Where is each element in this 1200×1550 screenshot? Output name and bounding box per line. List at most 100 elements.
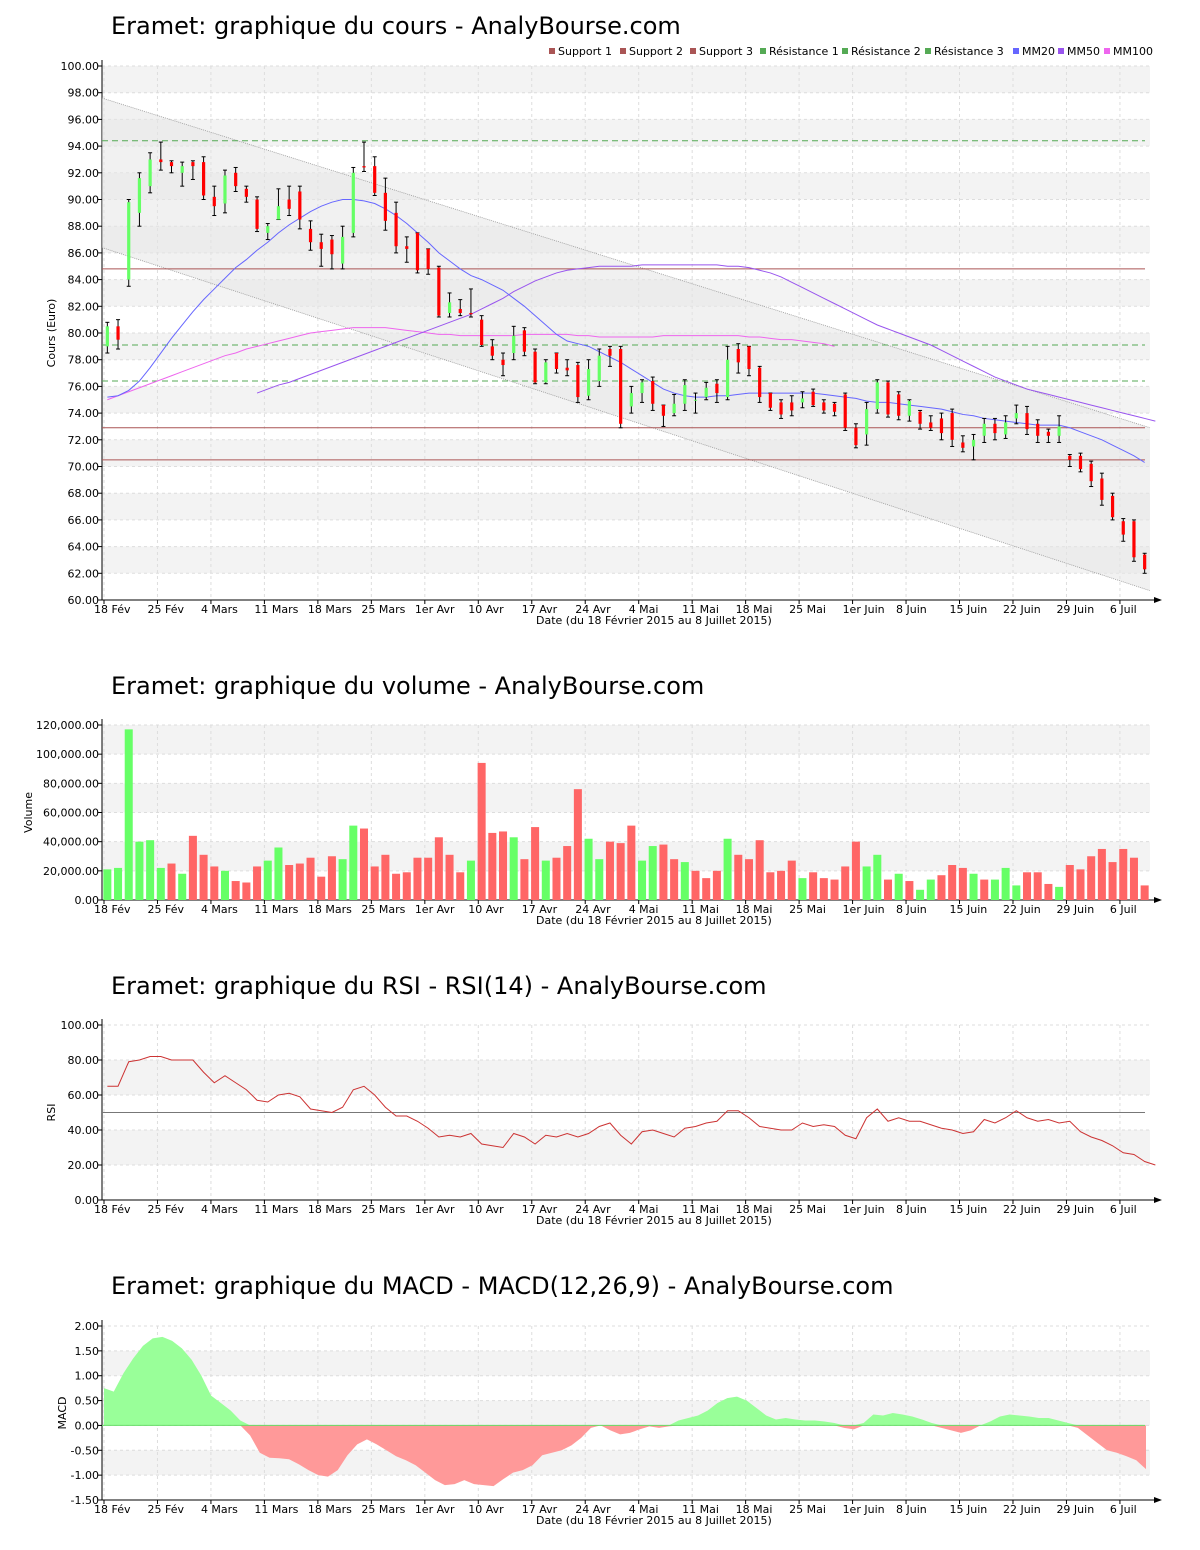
- macd-xtick-label: 29 Juin: [1056, 1503, 1094, 1516]
- volume-bar: [1129, 857, 1138, 900]
- macd-xtick-label: 25 Mai: [789, 1503, 826, 1516]
- volume-bar: [295, 863, 304, 900]
- candle-body: [287, 199, 291, 209]
- volume-ytick-label: 60,000.00: [43, 807, 99, 820]
- volume-bar: [712, 870, 721, 900]
- macd-xtick-label: 24 Avr: [575, 1503, 611, 1516]
- legend-label: MM50: [1067, 45, 1100, 58]
- volume-bar: [948, 865, 957, 900]
- volume-bar: [702, 878, 711, 900]
- volume-bar: [1097, 848, 1106, 900]
- candle-body: [234, 172, 238, 187]
- rsi-chart-plot: 0.00 20.00 40.00 60.00 80.00 100.00 18 Fév 25 F…: [45, 1019, 1162, 1227]
- candle-body: [693, 399, 698, 401]
- macd-band: [102, 1350, 1150, 1376]
- volume-bar: [926, 879, 935, 900]
- volume-bar: [659, 844, 668, 900]
- rsi-xtick-label: 8 Juin: [896, 1203, 927, 1216]
- price-band: [102, 66, 1150, 93]
- volume-bar: [873, 854, 882, 900]
- candle-body: [351, 172, 355, 233]
- candle-body: [811, 391, 815, 406]
- candle-body: [159, 159, 163, 163]
- volume-bar: [1023, 872, 1032, 900]
- legend-swatch: [1013, 48, 1019, 54]
- macd-xtick-label: 18 Mai: [736, 1503, 773, 1516]
- candle-body: [576, 365, 580, 398]
- volume-xtick-label: 11 Mai: [682, 903, 719, 916]
- legend-swatch: [925, 48, 931, 54]
- price-ytick-label: 88.00: [68, 220, 100, 233]
- candle-body: [586, 369, 591, 396]
- mm50-line: [256, 264, 1156, 422]
- macd-xtick-label: 1er Juin: [843, 1503, 885, 1516]
- volume-xtick-label: 10 Avr: [468, 903, 504, 916]
- price-ytick-label: 74.00: [68, 407, 100, 420]
- volume-bar: [220, 870, 229, 900]
- candle-body: [918, 411, 922, 424]
- volume-bar: [670, 859, 679, 900]
- candle-body: [1132, 521, 1136, 558]
- candle-body: [993, 423, 997, 434]
- volume-bar: [980, 879, 989, 900]
- legend-swatch: [760, 48, 766, 54]
- candle-body: [725, 359, 730, 398]
- macd-ytick-label: -1.00: [71, 1469, 99, 1482]
- volume-bar: [231, 881, 240, 900]
- candle-body: [929, 422, 933, 428]
- rsi-xtick-label: 18 Mars: [308, 1203, 352, 1216]
- volume-bar: [777, 870, 786, 900]
- volume-bar: [1012, 885, 1021, 900]
- volume-ytick-label: 20,000.00: [43, 865, 99, 878]
- candle-body: [469, 312, 473, 315]
- price-xtick-label: 1er Juin: [843, 603, 885, 616]
- candle-body: [843, 394, 847, 428]
- candle-body: [1100, 478, 1104, 500]
- macd-ytick-label: 2.00: [75, 1320, 100, 1333]
- price-xtick-label: 22 Juin: [1003, 603, 1041, 616]
- price-band: [102, 119, 1150, 147]
- volume-bar: [744, 859, 753, 900]
- price-xtick-label: 25 Mars: [361, 603, 405, 616]
- candle-body: [319, 242, 323, 249]
- rsi-chart-title: Eramet: graphique du RSI - RSI(14) - Ana…: [111, 972, 767, 1000]
- candle-body: [907, 401, 911, 416]
- candle-body: [480, 319, 484, 346]
- rsi-xtick-label: 29 Juin: [1056, 1203, 1094, 1216]
- volume-bar: [916, 889, 925, 900]
- macd-xtick-label: 1er Avr: [415, 1503, 455, 1516]
- price-ytick-label: 96.00: [68, 113, 100, 126]
- rsi-xtick-label: 1er Juin: [843, 1203, 885, 1216]
- rsi-ytick-label: 100.00: [61, 1019, 100, 1032]
- macd-xtick-label: 10 Avr: [468, 1503, 504, 1516]
- volume-xtick-label: 29 Juin: [1056, 903, 1094, 916]
- rsi-xtick-label: 24 Avr: [575, 1203, 611, 1216]
- macd-xtick-label: 8 Juin: [896, 1503, 927, 1516]
- price-xtick-label: 4 Mai: [629, 603, 659, 616]
- price-ytick-label: 76.00: [68, 380, 100, 393]
- volume-x-arrow: [1154, 897, 1162, 903]
- volume-chart-plot: 0.00 20,000.00 40,000.00 60,000.00 80,000.00…: [22, 719, 1162, 927]
- price-xtick-label: 17 Avr: [522, 603, 558, 616]
- macd-ytick-label: -1.50: [71, 1494, 99, 1507]
- candle-body: [608, 349, 612, 356]
- legend-label: Résistance 3: [934, 45, 1004, 58]
- legend-label: Support 2: [629, 45, 683, 58]
- volume-bar: [584, 838, 593, 900]
- macd-positive-area: [104, 1336, 1146, 1426]
- price-xtick-label: 11 Mars: [254, 603, 298, 616]
- macd-ytick-label: 1.00: [75, 1370, 100, 1383]
- price-xtick-label: 4 Mars: [201, 603, 238, 616]
- candle-body: [704, 387, 708, 398]
- price-xtick-label: 18 Mai: [736, 603, 773, 616]
- volume-bar: [466, 860, 475, 900]
- volume-bar: [937, 875, 946, 900]
- candle-body: [266, 226, 270, 233]
- volume-band: [102, 783, 1150, 813]
- volume-ytick-label: 80,000.00: [43, 777, 99, 790]
- rsi-ytick-label: 40.00: [68, 1124, 100, 1137]
- price-ytick-label: 86.00: [68, 247, 100, 260]
- legend-label: Support 3: [699, 45, 753, 58]
- volume-bar: [1140, 885, 1149, 900]
- volume-bar: [541, 860, 550, 900]
